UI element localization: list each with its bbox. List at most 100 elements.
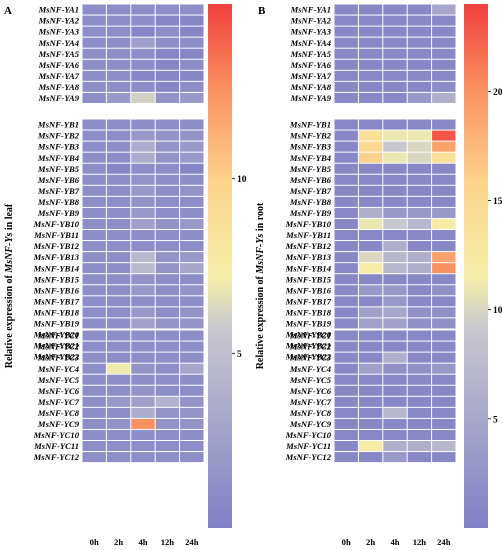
heatmap-cell [180,81,204,92]
heatmap-cell [334,59,358,70]
heatmap-cell [407,174,432,185]
heatmap-cell [407,207,432,218]
heatmap-cell [82,48,106,59]
heatmap-cell [180,252,204,263]
heatmap-cell [383,385,407,396]
heatmap-cell [82,441,106,452]
row-label: MsNF-YC9 [289,419,332,429]
heatmap-cell [82,130,106,141]
heatmap-cell [358,330,383,341]
heatmap-cell [383,48,407,59]
row-label: MsNF-YB13 [33,252,80,262]
row-label: MsNF-YB13 [285,252,332,262]
heatmap-cell [334,429,358,440]
row-label: MsNF-YA3 [38,27,80,37]
heatmap-cell [334,385,358,396]
heatmap-cell [82,407,106,418]
heatmap-cell [131,296,155,307]
heatmap-cell [155,241,180,252]
column-label: 2h [114,537,123,547]
row-label: MsNF-YC7 [37,397,80,407]
heatmap-cell [358,37,383,48]
heatmap-cell [334,341,358,352]
colorbar-tick-label: 10 [237,175,247,185]
heatmap-cell [106,274,131,285]
heatmap-cell [334,152,358,163]
heatmap-cell [106,152,131,163]
heatmap-cell [155,37,180,48]
heatmap-cell [106,130,131,141]
heatmap-cell [155,59,180,70]
heatmap-cell [358,26,383,37]
heatmap-cell [131,230,155,241]
heatmap-cell [432,352,456,363]
heatmap-cell [180,452,204,463]
heatmap-cell [106,429,131,440]
heatmap-cell [407,141,432,152]
heatmap-cell [106,81,131,92]
row-label: MsNF-YA6 [38,60,80,70]
heatmap-cell [358,59,383,70]
heatmap-cell [383,330,407,341]
y-axis-label: Relative expression of MsNF-Ys in leaf [4,203,15,368]
heatmap-cell [407,296,432,307]
heatmap-cell [82,263,106,274]
heatmap-cell [358,363,383,374]
heatmap-cell [155,330,180,341]
heatmap-cell [106,196,131,207]
heatmap-cell [106,4,131,15]
heatmap-cell [432,285,456,296]
heatmap-cell [334,263,358,274]
row-label: MsNF-YB17 [33,296,80,306]
heatmap-cell [358,285,383,296]
row-label: MsNF-YA1 [290,5,331,15]
heatmap-cell [432,441,456,452]
heatmap-cell [82,141,106,152]
heatmap-cell [334,15,358,26]
heatmap-cell [106,363,131,374]
heatmap-cell [432,130,456,141]
heatmap-cell [432,374,456,385]
heatmap-cell [432,119,456,130]
row-label: MsNF-YB22 [285,352,332,362]
heatmap-cell [334,196,358,207]
heatmap-cell [155,48,180,59]
colorbar-tick-label: 15 [493,197,502,207]
heatmap-cell [334,37,358,48]
row-label: MsNF-YB10 [285,219,332,229]
heatmap-cell [358,70,383,81]
heatmap-cell [180,37,204,48]
heatmap-cell [106,241,131,252]
row-label: MsNF-YB9 [37,208,80,218]
heatmap-cell [407,452,432,463]
heatmap-cell [131,407,155,418]
heatmap-cell [383,130,407,141]
heatmap-cell [383,59,407,70]
heatmap-cell [432,141,456,152]
heatmap-cell [106,70,131,81]
heatmap-cell [106,15,131,26]
heatmap-cell [180,196,204,207]
heatmap-cell [358,152,383,163]
heatmap-cell [383,341,407,352]
heatmap-cell [407,163,432,174]
row-label: MsNF-YB6 [289,175,332,185]
heatmap-cell [407,196,432,207]
heatmap-cell [334,81,358,92]
heatmap-cell [155,263,180,274]
row-label: MsNF-YA9 [38,93,80,103]
heatmap-cell [131,363,155,374]
heatmap-cell [131,81,155,92]
heatmap-cell [131,252,155,263]
panel-label: A [4,5,12,17]
heatmap-cell [106,396,131,407]
heatmap-cell [131,130,155,141]
heatmap-cell [334,296,358,307]
heatmap-cell [155,141,180,152]
heatmap-cell [106,285,131,296]
heatmap-cell [407,119,432,130]
y-axis-label-part: MsNF-Ys [4,233,15,274]
heatmap-cell [180,92,204,103]
heatmap-cell [358,196,383,207]
heatmap-cell [383,318,407,329]
